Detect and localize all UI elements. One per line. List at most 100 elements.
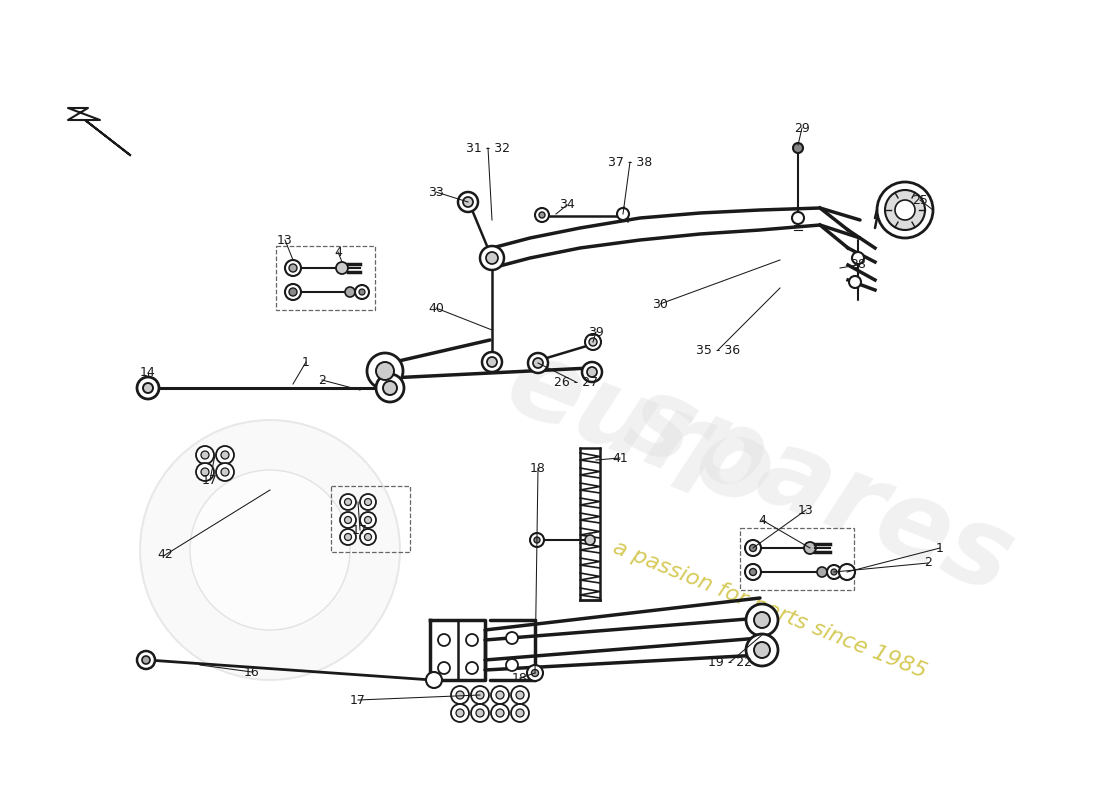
Circle shape <box>839 564 855 580</box>
Circle shape <box>827 565 842 579</box>
Circle shape <box>852 252 864 264</box>
Text: spares: spares <box>612 365 1028 615</box>
Circle shape <box>360 529 376 545</box>
Circle shape <box>506 659 518 671</box>
Circle shape <box>456 691 464 699</box>
Circle shape <box>486 252 498 264</box>
Circle shape <box>451 704 469 722</box>
Circle shape <box>830 569 837 575</box>
Text: 34: 34 <box>559 198 575 211</box>
Text: 39: 39 <box>588 326 604 338</box>
Circle shape <box>221 468 229 476</box>
Circle shape <box>340 529 356 545</box>
Polygon shape <box>68 108 130 155</box>
Circle shape <box>535 208 549 222</box>
Circle shape <box>360 512 376 528</box>
Text: 1: 1 <box>302 355 310 369</box>
Circle shape <box>345 287 355 297</box>
Circle shape <box>531 670 539 677</box>
Circle shape <box>426 672 442 688</box>
Circle shape <box>516 691 524 699</box>
Circle shape <box>482 352 502 372</box>
Circle shape <box>201 451 209 459</box>
Circle shape <box>496 709 504 717</box>
Text: 2: 2 <box>924 557 932 570</box>
Text: 40: 40 <box>428 302 444 314</box>
Text: 2: 2 <box>318 374 326 386</box>
Circle shape <box>530 533 544 547</box>
Circle shape <box>142 656 150 664</box>
Text: 31 - 32: 31 - 32 <box>466 142 510 154</box>
Text: 29: 29 <box>794 122 810 134</box>
Text: 1: 1 <box>936 542 944 554</box>
Circle shape <box>138 377 160 399</box>
Circle shape <box>534 537 540 543</box>
Text: euro: euro <box>491 329 789 531</box>
Circle shape <box>340 512 356 528</box>
Circle shape <box>587 367 597 377</box>
Circle shape <box>438 634 450 646</box>
Circle shape <box>466 662 478 674</box>
Circle shape <box>364 498 372 506</box>
Circle shape <box>817 567 827 577</box>
Text: 25: 25 <box>912 194 928 206</box>
Circle shape <box>285 284 301 300</box>
Circle shape <box>886 190 925 230</box>
Circle shape <box>491 704 509 722</box>
Circle shape <box>364 534 372 541</box>
Circle shape <box>285 260 301 276</box>
Circle shape <box>221 451 229 459</box>
Circle shape <box>344 534 352 541</box>
Text: 4: 4 <box>758 514 766 526</box>
Circle shape <box>877 182 933 238</box>
Circle shape <box>617 208 629 220</box>
Circle shape <box>190 470 350 630</box>
Circle shape <box>364 517 372 523</box>
Circle shape <box>344 517 352 523</box>
Circle shape <box>344 498 352 506</box>
Circle shape <box>367 353 403 389</box>
Circle shape <box>376 362 394 380</box>
Circle shape <box>749 569 757 575</box>
Circle shape <box>289 288 297 296</box>
Text: 17: 17 <box>352 523 367 537</box>
Text: 33: 33 <box>428 186 444 198</box>
Circle shape <box>528 353 548 373</box>
Circle shape <box>476 691 484 699</box>
Circle shape <box>456 709 464 717</box>
Circle shape <box>793 143 803 153</box>
Circle shape <box>355 285 368 299</box>
Circle shape <box>201 468 209 476</box>
Text: 17: 17 <box>202 474 218 486</box>
Circle shape <box>585 334 601 350</box>
Circle shape <box>143 383 153 393</box>
Circle shape <box>539 212 544 218</box>
Circle shape <box>496 691 504 699</box>
Circle shape <box>745 564 761 580</box>
Circle shape <box>512 686 529 704</box>
Circle shape <box>476 709 484 717</box>
Text: 19 - 22: 19 - 22 <box>708 655 752 669</box>
Circle shape <box>754 642 770 658</box>
Circle shape <box>582 362 602 382</box>
Circle shape <box>451 686 469 704</box>
Circle shape <box>745 540 761 556</box>
Circle shape <box>138 651 155 669</box>
Circle shape <box>895 200 915 220</box>
Circle shape <box>140 420 400 680</box>
Text: 18: 18 <box>530 462 546 474</box>
Text: 41: 41 <box>612 451 628 465</box>
Text: 13: 13 <box>277 234 293 246</box>
Circle shape <box>289 264 297 272</box>
Circle shape <box>506 632 518 644</box>
Circle shape <box>588 338 597 346</box>
Circle shape <box>487 357 497 367</box>
Circle shape <box>463 197 473 207</box>
Circle shape <box>804 542 816 554</box>
Circle shape <box>196 463 214 481</box>
Text: 37 - 38: 37 - 38 <box>608 155 652 169</box>
Text: 16: 16 <box>244 666 260 678</box>
Circle shape <box>746 604 778 636</box>
Text: 28: 28 <box>850 258 866 271</box>
Circle shape <box>480 246 504 270</box>
